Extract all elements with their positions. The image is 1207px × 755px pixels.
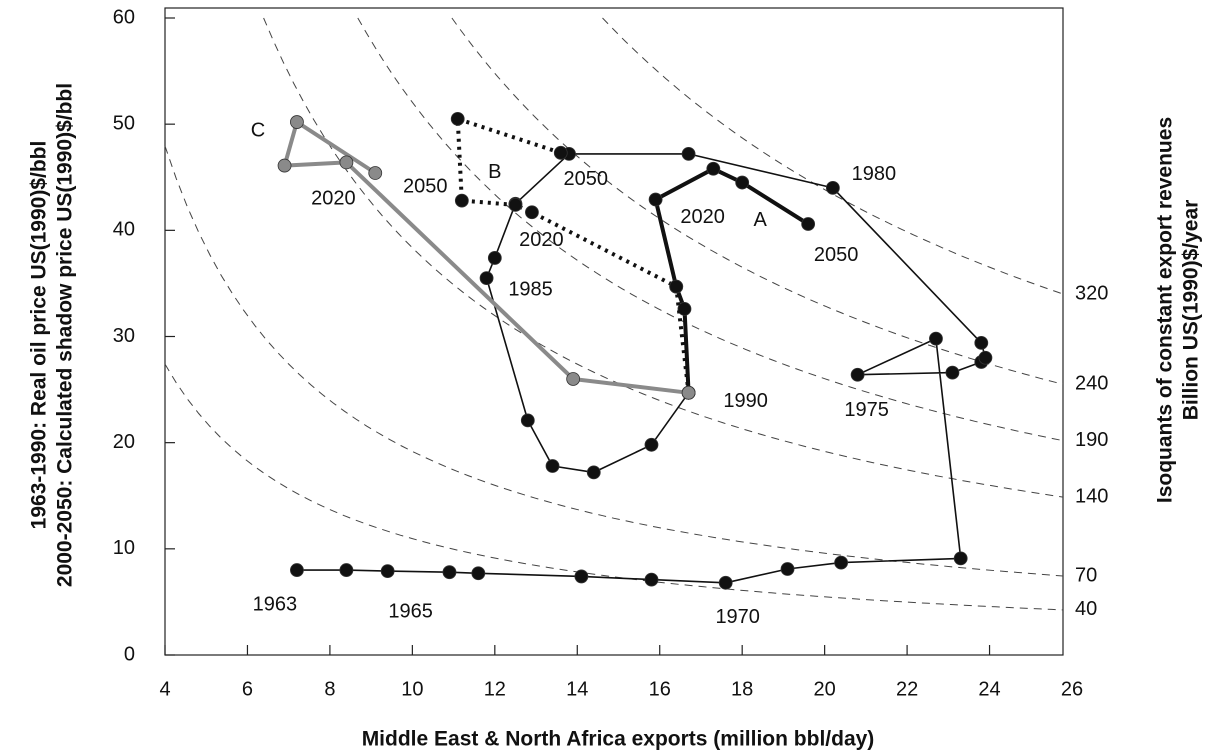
x-tick-label: 8 xyxy=(324,678,335,700)
series-name-label: B xyxy=(488,161,501,183)
data-point xyxy=(290,115,304,129)
point-label: 2050 xyxy=(814,244,859,266)
point-label: 2050 xyxy=(564,168,609,190)
data-point xyxy=(368,166,383,180)
point-label: 1980 xyxy=(852,163,897,185)
x-tick-label: 4 xyxy=(159,678,170,700)
isoquant xyxy=(602,17,1064,295)
point-label: 1985 xyxy=(508,278,553,300)
data-point xyxy=(525,205,539,220)
data-point xyxy=(834,555,849,570)
y-tick-label: 20 xyxy=(113,431,135,453)
data-point xyxy=(735,175,750,190)
point-label: 1965 xyxy=(388,600,433,622)
point-label: 2020 xyxy=(311,188,356,210)
isoquant xyxy=(164,363,1064,611)
data-point xyxy=(520,413,535,428)
data-point xyxy=(442,565,457,580)
data-point xyxy=(681,146,696,161)
data-point xyxy=(780,562,795,576)
x-tick-label: 22 xyxy=(896,678,918,700)
data-point xyxy=(471,566,486,581)
x-tick-label: 10 xyxy=(401,678,423,700)
data-point xyxy=(677,301,692,316)
isoquant-label: 190 xyxy=(1075,429,1108,451)
point-label: 2020 xyxy=(680,206,725,228)
series-name-label: C xyxy=(251,119,265,141)
y-axis-title: 1963-1990: Real oil price US(1990)$/bbl xyxy=(28,141,51,530)
data-point xyxy=(454,193,469,208)
y-tick-label: 50 xyxy=(113,112,135,134)
y-tick-label: 0 xyxy=(124,643,135,665)
point-label: 1975 xyxy=(844,399,889,421)
data-point xyxy=(801,217,816,231)
y2-axis-title: Billion US(1990)$/year xyxy=(1180,200,1203,421)
data-point xyxy=(290,563,304,577)
data-point xyxy=(706,161,721,176)
x-tick-label: 18 xyxy=(731,678,753,700)
data-point xyxy=(574,569,589,584)
data-point xyxy=(718,575,733,590)
isoquant xyxy=(451,17,1064,385)
data-point xyxy=(566,372,581,386)
data-point xyxy=(553,145,568,160)
point-label: 2020 xyxy=(519,229,564,251)
x-tick-label: 12 xyxy=(484,678,506,700)
series-line xyxy=(296,153,987,584)
data-point xyxy=(586,465,601,480)
data-point xyxy=(339,563,354,577)
isoquant-label: 320 xyxy=(1075,282,1108,304)
data-point xyxy=(850,367,865,382)
x-tick-label: 26 xyxy=(1061,678,1083,700)
isoquant-label: 40 xyxy=(1075,598,1097,620)
plot-frame xyxy=(164,7,1064,656)
isoquant xyxy=(164,145,1064,577)
x-tick-label: 20 xyxy=(814,678,836,700)
data-point xyxy=(945,365,960,380)
data-point xyxy=(545,459,560,473)
x-tick-label: 6 xyxy=(242,678,253,700)
isoquant-label: 240 xyxy=(1075,373,1108,395)
x-tick-label: 14 xyxy=(566,678,588,700)
data-point xyxy=(644,572,659,587)
data-point xyxy=(929,331,943,346)
data-point xyxy=(974,335,989,350)
series-line xyxy=(282,120,689,395)
data-point xyxy=(450,111,465,126)
data-point xyxy=(825,180,840,195)
isoquant-label: 140 xyxy=(1075,485,1108,507)
data-point xyxy=(487,251,502,265)
data-point xyxy=(648,192,663,207)
x-tick-label: 24 xyxy=(978,678,1000,700)
data-point xyxy=(380,564,395,579)
y-tick-label: 40 xyxy=(113,219,135,241)
point-label: 1963 xyxy=(253,593,298,615)
data-point xyxy=(479,271,494,286)
point-label: 2050 xyxy=(403,175,448,197)
y2-axis-title: Isoquants of constant export revenues xyxy=(1154,117,1177,503)
data-point xyxy=(644,437,659,452)
isoquant xyxy=(357,17,1064,442)
y-tick-label: 30 xyxy=(113,325,135,347)
point-label: 1990 xyxy=(723,390,768,412)
x-tick-label: 16 xyxy=(649,678,671,700)
x-axis-title: Middle East & North Africa exports (mill… xyxy=(362,728,875,751)
y-tick-label: 60 xyxy=(113,6,135,28)
isoquant xyxy=(263,17,1064,498)
y-tick-label: 10 xyxy=(113,537,135,559)
data-point xyxy=(669,279,684,294)
data-point xyxy=(978,350,993,365)
data-point xyxy=(339,155,354,170)
data-point xyxy=(953,551,968,566)
isoquant-label: 70 xyxy=(1075,564,1097,586)
y-axis-title: 2000-2050: Calculated shadow price US(19… xyxy=(54,83,77,587)
data-point xyxy=(277,158,292,173)
series-name-label: A xyxy=(754,209,768,231)
data-point xyxy=(681,385,696,400)
data-point xyxy=(508,197,523,212)
point-label: 1970 xyxy=(715,606,760,628)
